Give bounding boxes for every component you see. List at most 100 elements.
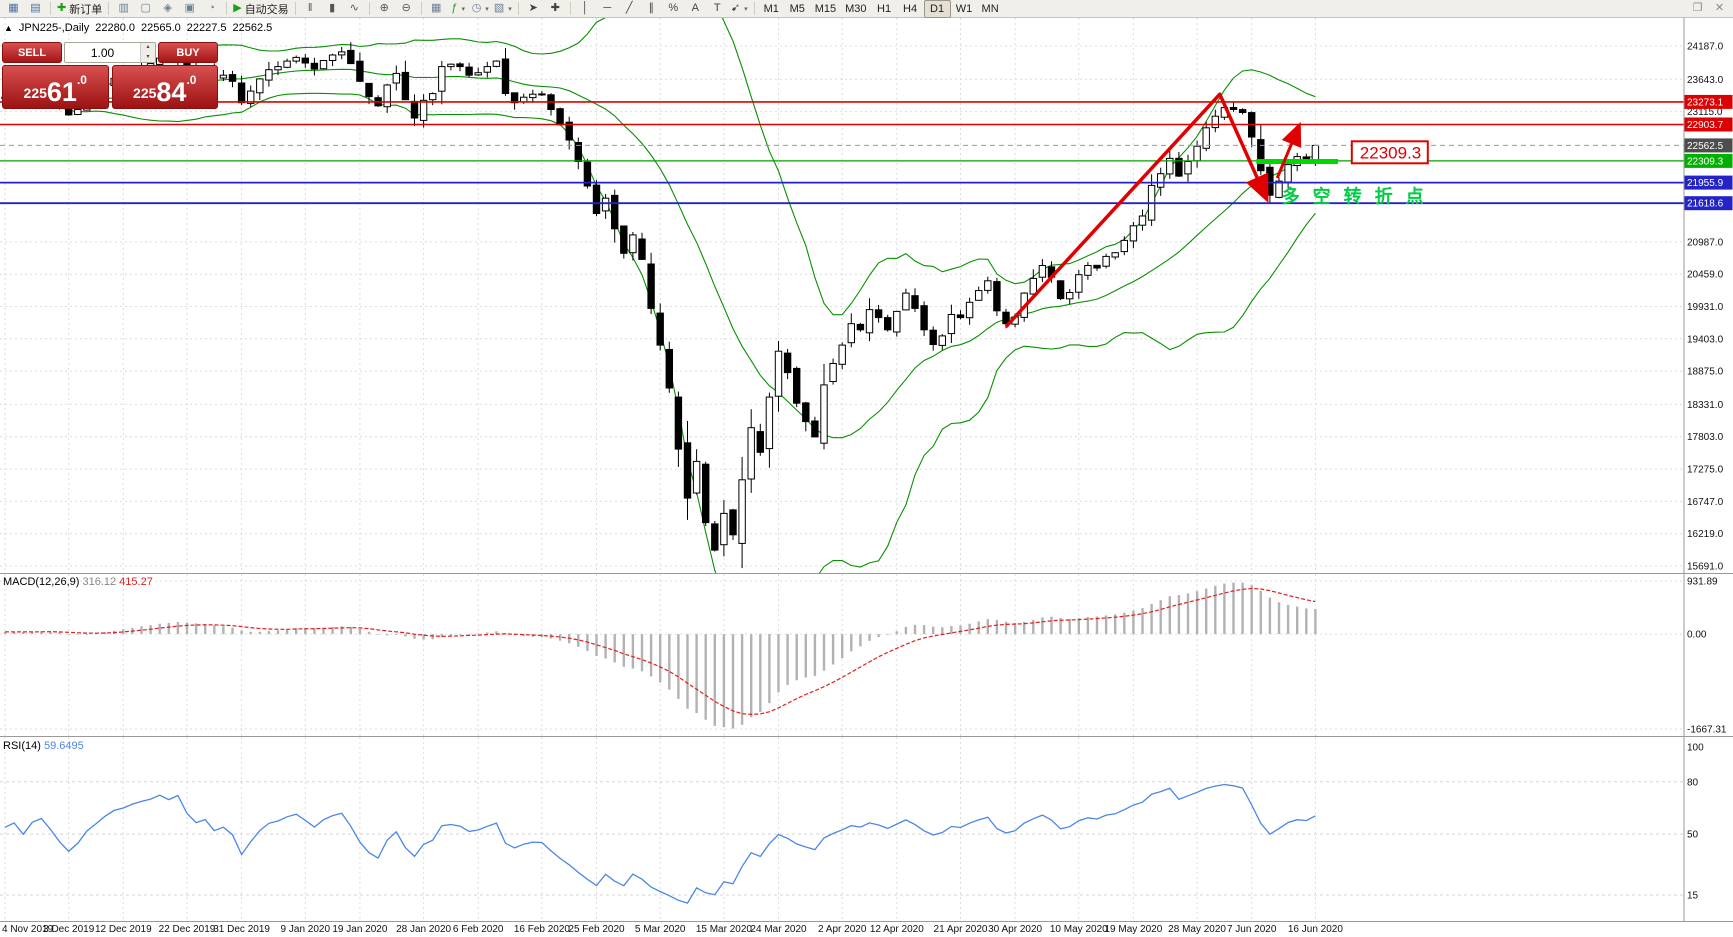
timeframe-m15-button[interactable]: M15 (811, 1, 840, 17)
cursor-button[interactable]: ➤ (523, 1, 544, 17)
bar-chart-button[interactable]: ‖ (300, 1, 321, 17)
templates-button[interactable]: ▧ ▾ (492, 1, 514, 17)
navigator-icon: ◈ (163, 2, 172, 14)
toolbar-separator (569, 2, 571, 15)
market-watch-button[interactable]: ▥ (113, 1, 134, 17)
text-button[interactable]: A (685, 1, 706, 17)
restore-window-button[interactable]: ❐ (1687, 1, 1708, 17)
data-window-button[interactable]: ▢ (135, 1, 156, 17)
price-tick-label: 23115.0 (1687, 107, 1723, 118)
profiles-button[interactable]: ▤ (25, 1, 46, 17)
timeframe-d1-button[interactable]: D1 (923, 0, 951, 18)
timeframe-m30-button[interactable]: M30 (841, 1, 870, 17)
volume-field[interactable]: 1.00 ▴ ▾ (64, 42, 156, 63)
timeframe-h1-button[interactable]: H1 (872, 1, 897, 17)
dropdown-caret-icon: ▾ (485, 5, 489, 13)
up-arrow[interactable] (1275, 121, 1302, 179)
arrows-button[interactable]: ➹ ▾ (729, 1, 750, 17)
price-tick-label: 16747.0 (1687, 497, 1724, 508)
annotations[interactable]: 22309.3 多空转折点 (1004, 92, 1437, 328)
chart-area[interactable]: 22309.3 多空转折点 24187.0 23643.0 23115.0 20987.0… (0, 18, 1733, 937)
volume-up-icon[interactable]: ▴ (141, 43, 155, 53)
timeframe-mn-label: MN (981, 2, 999, 15)
tile-windows-button[interactable]: ▦ (426, 1, 447, 17)
sell-price-big: 61 (46, 77, 77, 107)
sell-button[interactable]: SELL (2, 42, 62, 63)
timeframe-w1-button[interactable]: W1 (952, 1, 977, 17)
horizontal-line-button[interactable]: ─ (597, 1, 618, 17)
timeframe-h4-button[interactable]: H4 (898, 1, 923, 17)
templates-icon: ▧ (493, 2, 505, 14)
sell-price-button[interactable]: 225 61.0 (2, 65, 109, 109)
fibonacci-button[interactable]: % (663, 1, 684, 17)
new-order-button[interactable]: ✚ 新订单 (55, 1, 104, 17)
toolbar-separator (226, 2, 228, 15)
new-order-label: 新订单 (69, 3, 103, 16)
macd-tick-label: -1667.31 (1687, 725, 1727, 736)
periods-button[interactable]: ◷ ▾ (470, 1, 491, 17)
price-tick-label: 20459.0 (1687, 270, 1724, 281)
strategy-tester-button[interactable]: ◔ (201, 1, 222, 17)
buy-price-suffix: .0 (186, 73, 197, 87)
buy-price-button[interactable]: 225 84.0 (111, 65, 218, 109)
timeframe-m1-button[interactable]: M1 (759, 1, 784, 17)
timeframe-w1-label: W1 (955, 2, 973, 15)
toolbar-separator (753, 2, 755, 15)
symbol-period-label: JPN225-,Daily (18, 22, 90, 34)
grid (0, 18, 1684, 921)
price-tick-label: 19931.0 (1687, 302, 1724, 313)
close-window-button[interactable]: ✕ (1709, 1, 1730, 17)
line-chart-icon: ∿ (349, 2, 359, 14)
equidistant-channel-button[interactable]: ∥ (641, 1, 662, 17)
price-label-text: 22562.5 (1687, 141, 1724, 152)
macd-pane (3, 582, 1317, 729)
macd-tick-label: 931.89 (1687, 577, 1718, 588)
date-tick-label: 30 Apr 2020 (988, 924, 1042, 935)
autotrading-button[interactable]: ▶ 自动交易 (231, 1, 290, 17)
price-tick-label: 20987.0 (1687, 237, 1724, 248)
high-value: 22565.0 (141, 22, 181, 34)
date-tick-label: 25 Feb 2020 (568, 924, 625, 935)
timeframe-m30-label: M30 (845, 2, 867, 15)
buy-button[interactable]: BUY (158, 42, 218, 63)
candlestick-chart-button[interactable]: ▮ (322, 1, 343, 17)
tile-windows-icon: ▦ (430, 2, 442, 14)
date-tick-label: 16 Jun 2020 (1288, 924, 1343, 935)
data-window-icon: ▢ (140, 2, 151, 14)
zoom-in-icon: ⊕ (379, 2, 389, 14)
price-tick-label: 18875.0 (1687, 367, 1724, 378)
crosshair-button[interactable]: ✚ (545, 1, 566, 17)
price-tick-label: 19403.0 (1687, 334, 1724, 345)
terminal-button[interactable]: ▣ (179, 1, 200, 17)
zoom-in-button[interactable]: ⊕ (374, 1, 395, 17)
volume-down-icon[interactable]: ▾ (141, 52, 155, 62)
timeframe-m5-button[interactable]: M5 (785, 1, 810, 17)
label-button[interactable]: T (707, 1, 728, 17)
date-tick-label: 19 Jan 2020 (332, 924, 387, 935)
date-tick-label: 6 Feb 2020 (453, 924, 504, 935)
date-tick-label: 5 Mar 2020 (635, 924, 686, 935)
one-click-collapse-icon[interactable]: ▲ (4, 23, 13, 33)
candlestick-chart-icon: ▮ (329, 2, 336, 14)
toolbar-separator (108, 2, 110, 15)
price-callout-box[interactable] (1350, 140, 1429, 165)
price-tick-label: 16219.0 (1687, 529, 1724, 540)
timeframe-mn-button[interactable]: MN (978, 1, 1003, 17)
toolbar-separator (368, 2, 370, 15)
price-label-box (1684, 117, 1733, 132)
new-chart-button[interactable]: ▦ (3, 1, 24, 17)
buy-price-big: 84 (156, 77, 187, 107)
timeframe-m1-label: M1 (763, 2, 779, 15)
vertical-line-button[interactable]: │ (575, 1, 596, 17)
price-label-text: 23273.1 (1687, 97, 1724, 108)
zoom-out-button[interactable]: ⊖ (396, 1, 417, 17)
trend-zigzag-line[interactable] (1004, 92, 1269, 328)
trendline-button[interactable]: ╱ (619, 1, 640, 17)
macd-title: MACD(12,26,9) 316.12 415.27 (3, 576, 153, 588)
navigator-button[interactable]: ◈ (157, 1, 178, 17)
line-chart-button[interactable]: ∿ (344, 1, 365, 17)
turning-point-note[interactable]: 多空转折点 (1282, 186, 1437, 208)
indicators-button[interactable]: ƒ ▾ (448, 1, 469, 17)
timeframe-d1-label: D1 (930, 2, 945, 15)
